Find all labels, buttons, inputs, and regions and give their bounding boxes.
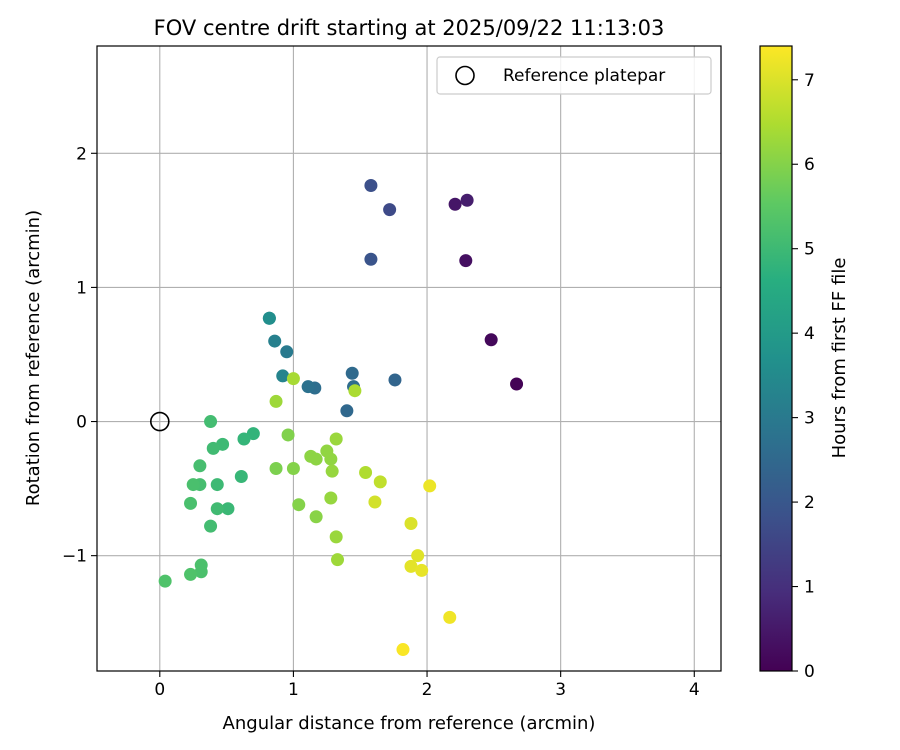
data-point [411,549,425,563]
data-point [158,574,172,588]
data-point [448,197,462,211]
data-point [204,519,218,533]
data-point [269,461,283,475]
data-point [415,563,429,577]
y-axis-ticks: −1 0 1 2 [62,144,97,567]
data-point [396,643,410,657]
data-point [184,496,198,510]
data-point [348,384,362,398]
data-point [268,334,282,348]
data-point [388,373,402,387]
chart-title: FOV centre drift starting at 2025/09/22 … [154,16,665,40]
data-point [329,530,343,544]
colorbar-tick-label: 6 [804,155,815,175]
legend-entry-reference: Reference platepar [503,66,665,86]
data-point [186,478,200,492]
data-point [325,464,339,478]
data-point [373,475,387,489]
data-point [269,394,283,408]
data-point [276,369,290,383]
data-point [286,372,300,386]
data-point [234,470,248,484]
x-tick-label: 3 [555,680,566,700]
colorbar-tick-label: 0 [804,662,815,682]
x-tick-label: 2 [422,680,433,700]
data-point [184,567,198,581]
legend: Reference platepar [436,56,712,95]
legend-box [436,56,712,95]
y-tick-label: 0 [76,413,87,433]
x-axis-ticks: 0 1 2 3 4 [154,671,700,700]
colorbar-ticks: 0 1 2 3 4 5 6 7 [792,71,815,682]
data-points [158,178,524,657]
data-point [309,510,323,524]
data-point [329,432,343,446]
data-point [484,333,498,347]
data-point [194,565,208,579]
grid-lines [97,46,721,671]
data-point [292,498,306,512]
x-tick-label: 4 [689,680,700,700]
data-point [281,428,295,442]
data-point [510,377,524,391]
y-tick-label: 1 [76,278,87,298]
legend-marker-icon [455,65,475,86]
colorbar-tick-label: 1 [804,578,815,598]
data-point [340,404,354,418]
data-point [301,380,315,394]
x-tick-label: 0 [154,680,165,700]
colorbar-tick-label: 4 [804,324,815,344]
data-point [210,502,224,516]
data-point [364,178,378,192]
colorbar-gradient [759,45,793,672]
data-point [286,461,300,475]
colorbar: 0 1 2 3 4 5 6 7 Hours from first FF file [759,45,850,682]
data-point [331,553,345,567]
data-point [359,466,373,480]
data-point [193,459,207,473]
colorbar-tick-label: 7 [804,71,815,91]
data-point [345,366,359,380]
colorbar-tick-label: 5 [804,240,815,260]
data-point [309,452,323,466]
colorbar-tick-label: 2 [804,493,815,513]
data-point [423,479,437,493]
data-point [324,452,338,466]
x-tick-label: 1 [288,680,299,700]
data-point [262,311,276,325]
y-tick-label: 2 [76,144,87,164]
y-tick-label: −1 [62,547,87,567]
data-point [204,415,218,429]
data-point [368,495,382,509]
data-point [460,193,474,207]
data-point [404,516,418,530]
data-point [280,345,294,359]
colorbar-tick-label: 3 [804,409,815,429]
reference-platepar-marker [150,411,170,432]
x-axis-label: Angular distance from reference (arcmin) [223,713,596,734]
data-point [324,491,338,505]
data-point [364,252,378,266]
data-point [210,478,224,492]
data-point [459,254,473,268]
y-axis-label: Rotation from reference (arcmin) [23,210,44,506]
data-point [206,441,220,455]
data-point [237,432,251,446]
colorbar-label: Hours from first FF file [829,258,850,459]
data-point [221,502,235,516]
data-point [443,610,457,624]
data-point [383,203,397,217]
data-point [404,559,418,573]
plot-frame [96,45,722,672]
